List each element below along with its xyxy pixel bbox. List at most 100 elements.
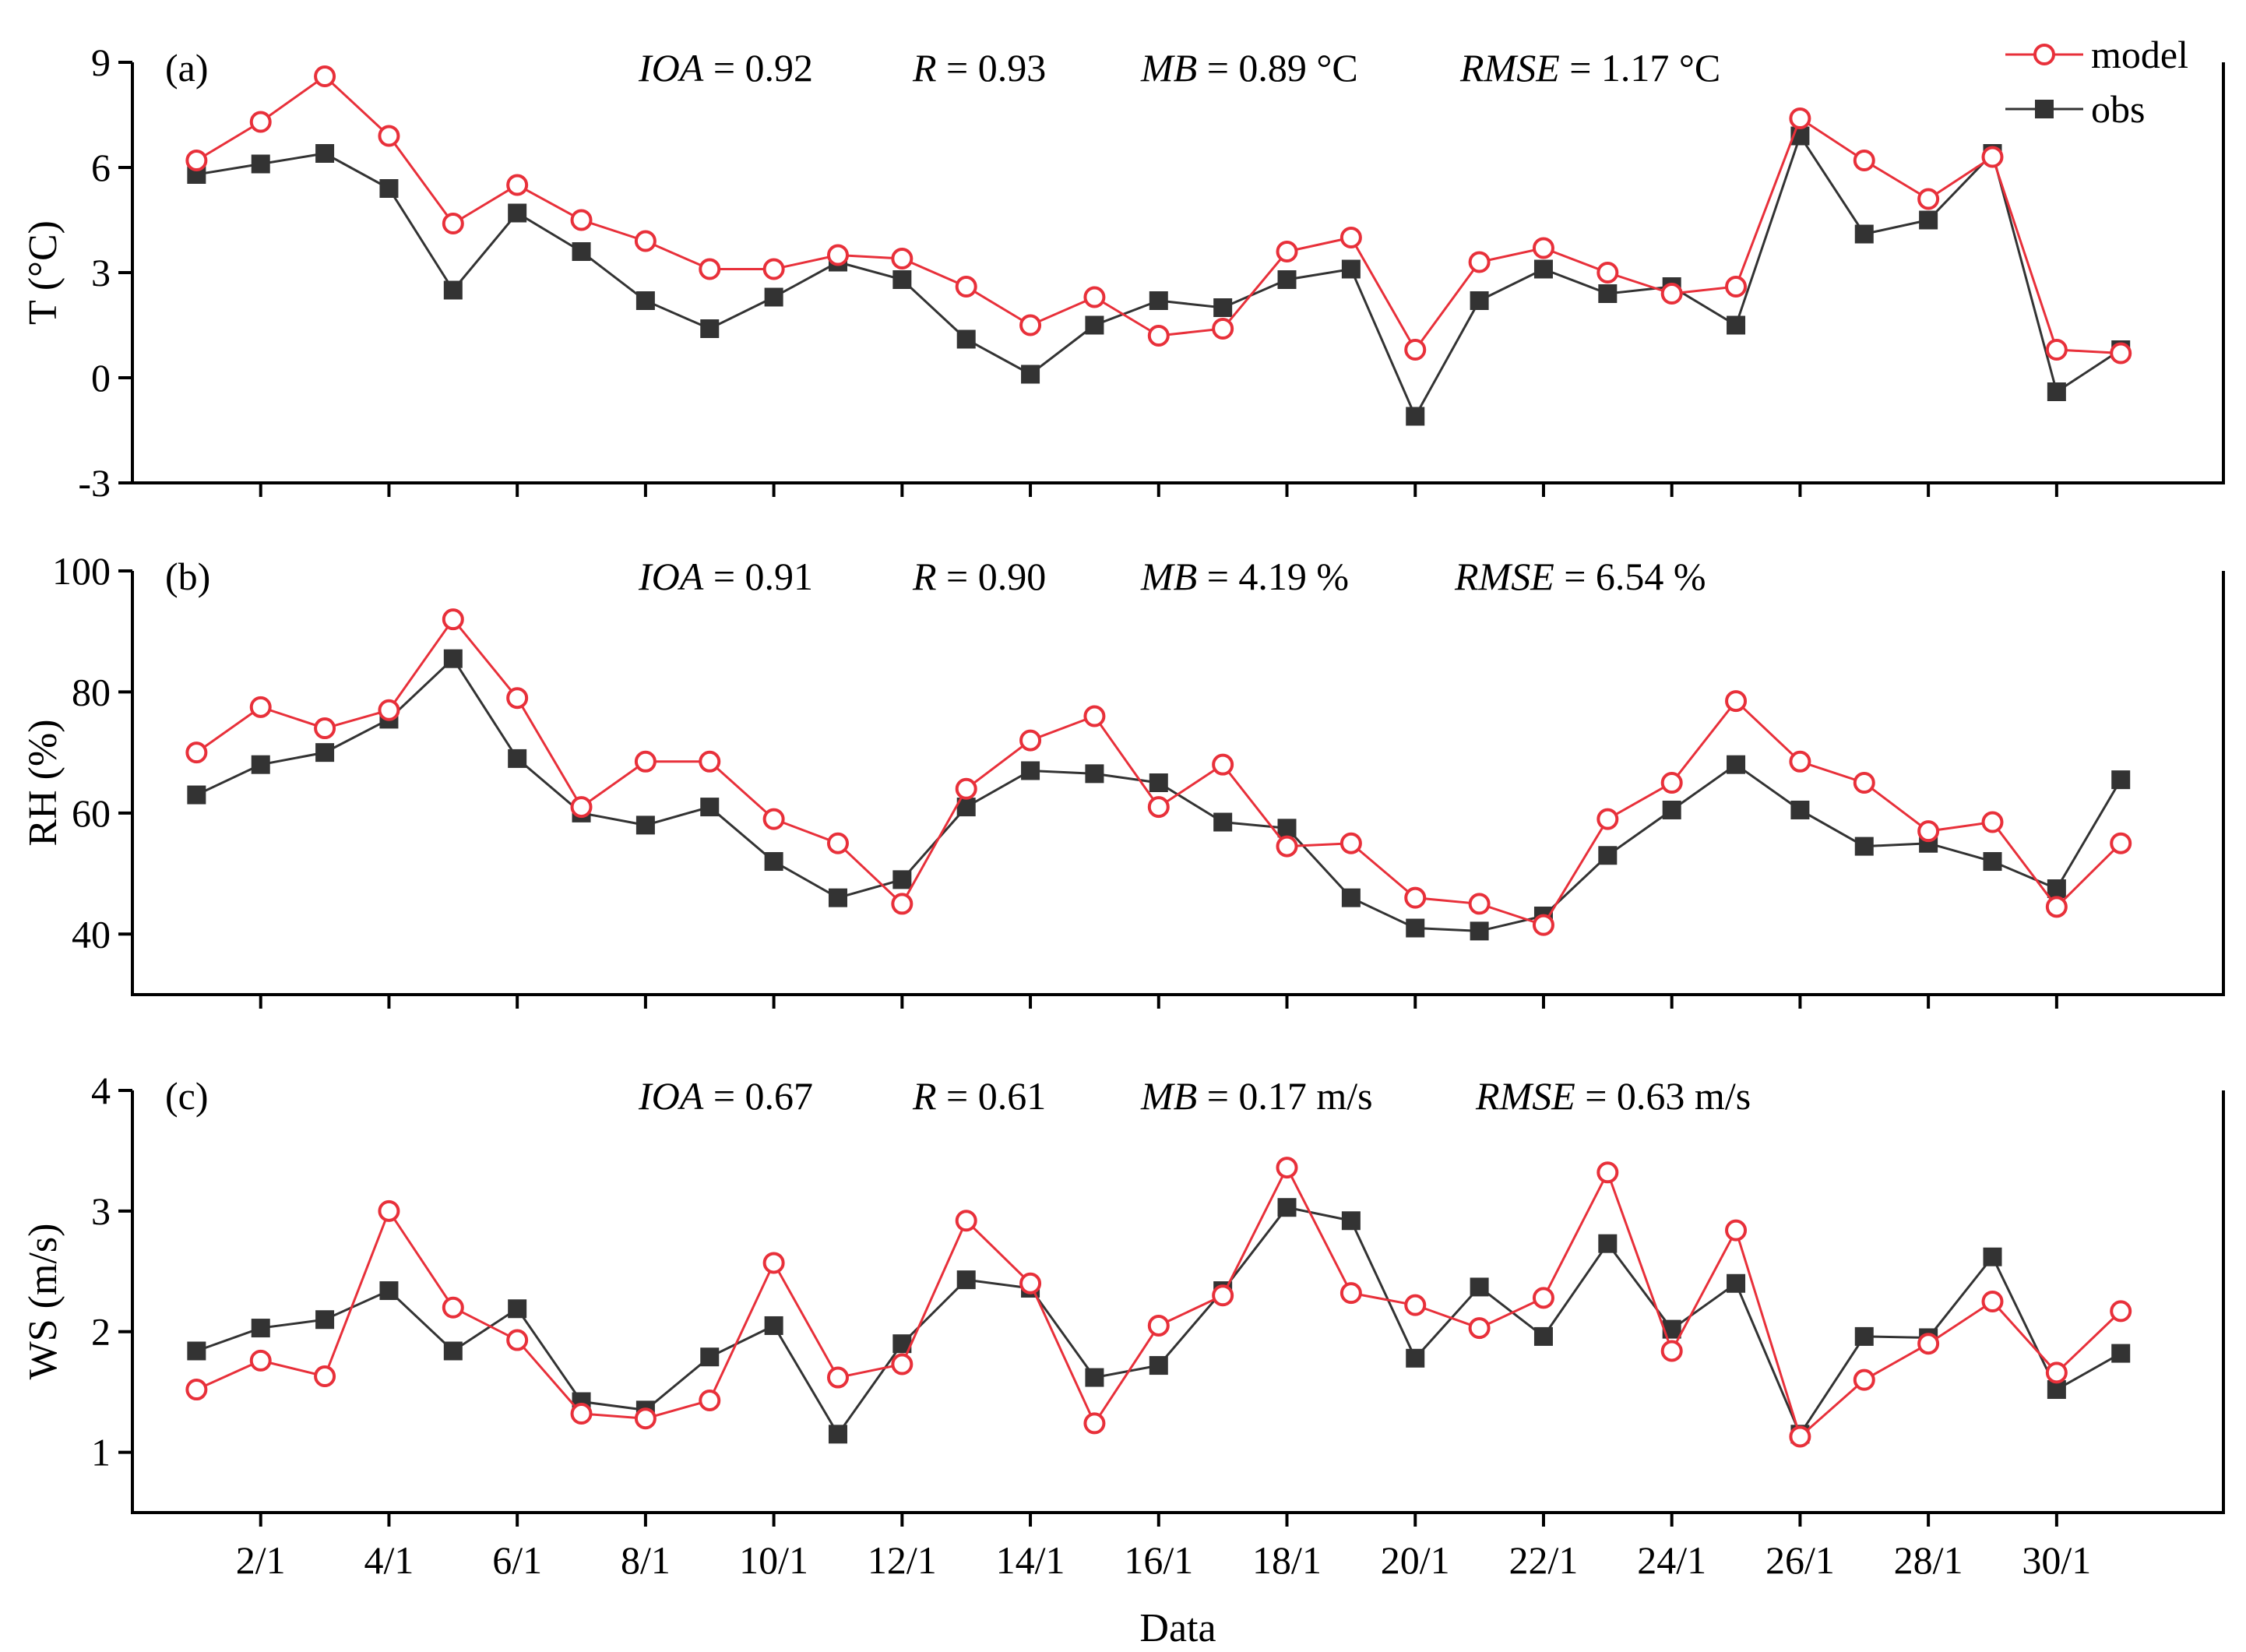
- model-point: [826, 832, 849, 854]
- obs-point: [1341, 1211, 1361, 1231]
- model-point: [2045, 896, 2068, 918]
- x-tick-label: 16/1: [1124, 1538, 1193, 1582]
- obs-point: [700, 1347, 720, 1367]
- y-tick-label: 60: [72, 791, 111, 835]
- stat-name: MB: [1140, 555, 1197, 598]
- y-tick-label: 6: [91, 146, 111, 189]
- model-point: [1532, 914, 1554, 936]
- stat-r: R = 0.90: [912, 555, 1046, 598]
- stat-ioa: IOA = 0.92: [638, 46, 813, 90]
- model-point: [1276, 1157, 1298, 1179]
- obs-point: [1406, 407, 1425, 426]
- model-line: [195, 1164, 2122, 1439]
- obs-point: [764, 1316, 783, 1335]
- stat-value: = 0.92: [703, 46, 813, 90]
- y-tick-label: 4: [91, 1069, 111, 1112]
- obs-point: [187, 1341, 206, 1361]
- model-point: [2045, 1361, 2068, 1384]
- obs-point: [892, 870, 912, 889]
- stat-name: RMSE: [1459, 46, 1560, 90]
- model-point: [1276, 241, 1298, 262]
- x-tick-label: 30/1: [2022, 1538, 2091, 1582]
- model-point: [1468, 251, 1491, 273]
- model-point: [249, 1349, 272, 1372]
- obs-point: [828, 1425, 847, 1444]
- model-point: [185, 150, 208, 171]
- model-point: [1596, 1161, 1619, 1184]
- stat-name: R: [912, 555, 937, 598]
- model-point: [1019, 1272, 1042, 1294]
- model-point: [1660, 1340, 1683, 1362]
- obs-point: [1470, 1277, 1489, 1297]
- obs-point: [700, 798, 720, 817]
- model-point: [249, 111, 272, 133]
- obs-point: [1533, 1326, 1553, 1346]
- model-point: [249, 696, 272, 718]
- obs-point: [443, 280, 463, 300]
- x-tick-label: 24/1: [1637, 1538, 1706, 1582]
- x-tick-label: 10/1: [739, 1538, 808, 1582]
- plot-frame: [131, 571, 2225, 996]
- model-line: [195, 617, 2122, 927]
- stat-value: = 6.54 %: [1554, 555, 1706, 598]
- stat-name: IOA: [638, 46, 704, 90]
- model-point: [1019, 314, 1042, 336]
- stat-name: IOA: [638, 555, 704, 598]
- stat-name: RMSE: [1454, 555, 1554, 598]
- model-point: [2110, 1300, 2132, 1323]
- obs-point: [1085, 315, 1104, 335]
- model-point: [1276, 835, 1298, 858]
- stat-value: = 0.90: [937, 555, 1047, 598]
- obs-point: [2047, 879, 2066, 898]
- model-point: [634, 1407, 657, 1430]
- stat-mb: MB = 0.89 °C: [1140, 46, 1358, 90]
- stat-value: = 0.61: [937, 1074, 1047, 1118]
- model-point: [1340, 1282, 1362, 1305]
- y-axis-title: WS (m/s): [21, 1224, 65, 1380]
- model-point: [506, 174, 529, 196]
- model-point: [1789, 750, 1811, 773]
- model-point: [1981, 146, 2004, 168]
- model-point: [1147, 796, 1170, 819]
- model-point: [1917, 820, 1940, 843]
- model-point: [506, 687, 529, 710]
- y-tick-label: 0: [91, 356, 111, 400]
- model-point: [1789, 107, 1811, 129]
- obs-point: [1277, 270, 1297, 289]
- x-tick-label: 8/1: [621, 1538, 671, 1582]
- stat-name: R: [912, 46, 937, 90]
- model-point: [1917, 188, 1940, 210]
- model-point: [442, 213, 464, 234]
- plot-frame: [131, 62, 2225, 484]
- x-tick-label: 12/1: [868, 1538, 937, 1582]
- model-point: [1981, 811, 2004, 833]
- obs-point: [1213, 812, 1233, 832]
- model-point: [1981, 1291, 2004, 1312]
- obs-point: [315, 1310, 335, 1330]
- x-tick-label: 26/1: [1765, 1538, 1835, 1582]
- obs-point: [315, 743, 335, 763]
- model-point: [1853, 1368, 1875, 1391]
- obs-point: [1149, 773, 1168, 792]
- obs-point: [443, 1341, 463, 1361]
- obs-point: [1341, 888, 1361, 907]
- obs-point: [251, 755, 270, 774]
- model-point: [378, 699, 400, 721]
- model-point: [1083, 1412, 1106, 1435]
- obs-point: [443, 649, 463, 668]
- obs-point: [1277, 819, 1297, 838]
- obs-point: [251, 154, 270, 174]
- y-tick-label: 1: [91, 1431, 111, 1474]
- stat-value: = 0.67: [703, 1074, 813, 1118]
- obs-point: [508, 749, 527, 768]
- y-tick-label: 3: [91, 1189, 111, 1233]
- model-point: [634, 230, 657, 252]
- obs-point: [315, 144, 335, 163]
- stat-r: R = 0.61: [912, 1074, 1046, 1118]
- model-point: [1340, 227, 1362, 248]
- x-tick-label: 2/1: [236, 1538, 286, 1582]
- x-tick-label: 20/1: [1381, 1538, 1450, 1582]
- stat-ioa: IOA = 0.91: [638, 555, 813, 598]
- obs-point: [1790, 800, 1810, 819]
- model-point: [1532, 1287, 1554, 1309]
